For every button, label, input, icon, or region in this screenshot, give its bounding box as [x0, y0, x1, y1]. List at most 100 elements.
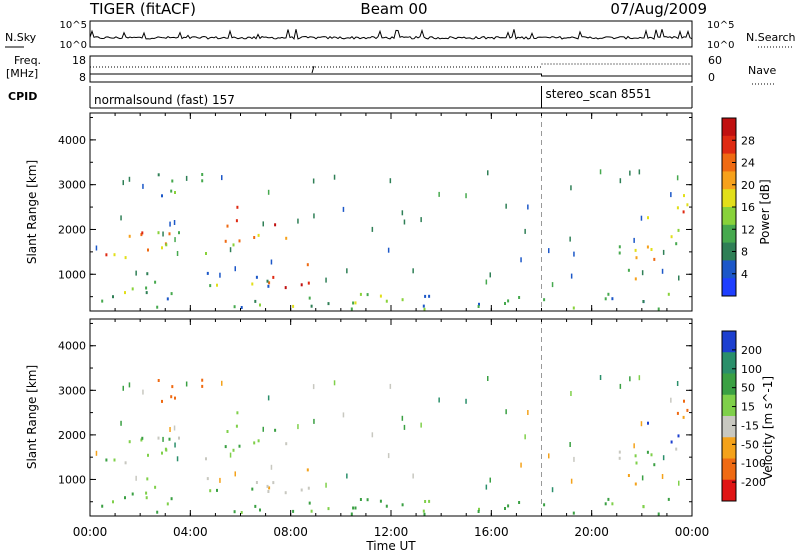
data-cell — [683, 399, 685, 403]
data-cell — [267, 189, 270, 195]
colorbar-swatch — [722, 189, 736, 208]
data-cell — [634, 454, 637, 458]
data-cell — [676, 381, 679, 386]
data-cell — [518, 501, 521, 504]
data-cell — [105, 458, 108, 462]
data-cell — [124, 256, 127, 260]
colorbar-swatch — [722, 479, 736, 502]
data-cell — [478, 507, 480, 511]
data-cell — [140, 438, 143, 442]
data-cell — [548, 453, 550, 459]
data-cell — [401, 503, 404, 507]
power-pixels — [95, 169, 689, 311]
data-cell — [112, 295, 114, 299]
data-cell — [675, 447, 678, 451]
colorbar-swatch — [722, 416, 736, 438]
data-cell — [642, 300, 645, 303]
data-cell — [259, 303, 261, 307]
data-cell — [166, 297, 169, 301]
data-cell — [257, 233, 260, 237]
data-cell — [307, 281, 310, 285]
data-cell — [266, 279, 269, 283]
data-cell — [505, 409, 507, 415]
colorbar-tick-label: 200 — [741, 344, 762, 357]
data-cell — [572, 511, 575, 515]
x-axis-label: Time UT — [365, 539, 416, 553]
data-cell — [229, 452, 232, 458]
freq-panel: Freq. [MHz] 18 8 60 0 Nave — [6, 54, 776, 85]
data-cell — [342, 412, 345, 418]
data-cell — [306, 263, 309, 267]
freq-tick-bottom: 8 — [79, 71, 86, 84]
data-cell — [657, 512, 660, 516]
data-cell — [350, 512, 353, 516]
data-cell — [285, 236, 288, 240]
x-tick-labels: 00:00 04:00 08:00 12:00 16:00 20:00 00:00 — [73, 525, 710, 539]
data-cell — [325, 277, 327, 283]
data-cell — [420, 217, 422, 223]
data-cell — [641, 475, 644, 481]
cpid-program-2: stereo_scan 8551 — [546, 87, 652, 101]
data-cell — [174, 191, 176, 194]
data-cell — [599, 169, 602, 175]
data-cell — [670, 235, 673, 239]
data-cell — [379, 499, 382, 503]
data-cell — [297, 424, 299, 430]
data-cell — [485, 484, 488, 490]
data-cell — [646, 245, 649, 249]
colorbar-swatch — [722, 260, 736, 279]
data-cell — [682, 210, 685, 214]
data-cell — [146, 477, 149, 481]
y-tick-label: 1000 — [58, 268, 86, 281]
beam-title: Beam 00 — [360, 0, 427, 18]
data-cell — [253, 441, 256, 445]
data-cell — [489, 272, 491, 278]
data-cell — [224, 239, 227, 243]
data-cell — [604, 297, 607, 301]
data-cell — [653, 463, 656, 467]
velocity-panel: 4000 3000 2000 1000 Slant Range [km] 200 100… — [25, 318, 775, 517]
data-cell — [465, 193, 467, 199]
data-cell — [156, 305, 159, 309]
data-cell — [162, 231, 164, 237]
data-cell — [236, 411, 239, 415]
data-cell — [185, 175, 188, 181]
colorbar-swatch — [722, 458, 736, 481]
data-cell — [266, 484, 269, 488]
data-cell — [670, 440, 673, 444]
data-cell — [124, 291, 126, 295]
data-cell — [221, 175, 223, 181]
data-cell — [185, 381, 188, 387]
data-cell — [573, 456, 575, 462]
power-panel: 4000 3000 2000 1000 Slant Range [km] 28 24 20… — [25, 112, 772, 312]
data-cell — [234, 266, 236, 272]
data-cell — [274, 223, 277, 227]
data-cell — [156, 510, 159, 514]
x-tick-label: 12:00 — [374, 525, 409, 539]
data-cell — [262, 221, 264, 227]
data-cell — [438, 191, 440, 197]
data-cell — [633, 237, 635, 243]
data-cell — [124, 496, 126, 500]
data-cell — [428, 294, 431, 298]
data-cell — [333, 174, 336, 180]
data-cell — [507, 299, 510, 303]
data-cell — [573, 251, 575, 257]
y-tick-label: 2000 — [58, 223, 86, 236]
data-cell — [524, 228, 526, 234]
data-cell — [146, 272, 149, 276]
power-y-ticks: 4000 3000 2000 1000 — [58, 116, 692, 298]
data-cell — [229, 247, 232, 253]
data-cell — [634, 482, 637, 486]
data-cell — [238, 239, 241, 243]
nsearch-label: N.Search — [746, 31, 796, 44]
data-cell — [221, 380, 223, 386]
data-cell — [677, 228, 680, 232]
data-cell — [300, 283, 303, 287]
data-cell — [157, 231, 160, 235]
data-cell — [124, 461, 127, 465]
data-cell — [113, 458, 116, 462]
data-cell — [634, 277, 637, 281]
data-cell — [235, 219, 238, 223]
data-cell — [487, 376, 489, 381]
